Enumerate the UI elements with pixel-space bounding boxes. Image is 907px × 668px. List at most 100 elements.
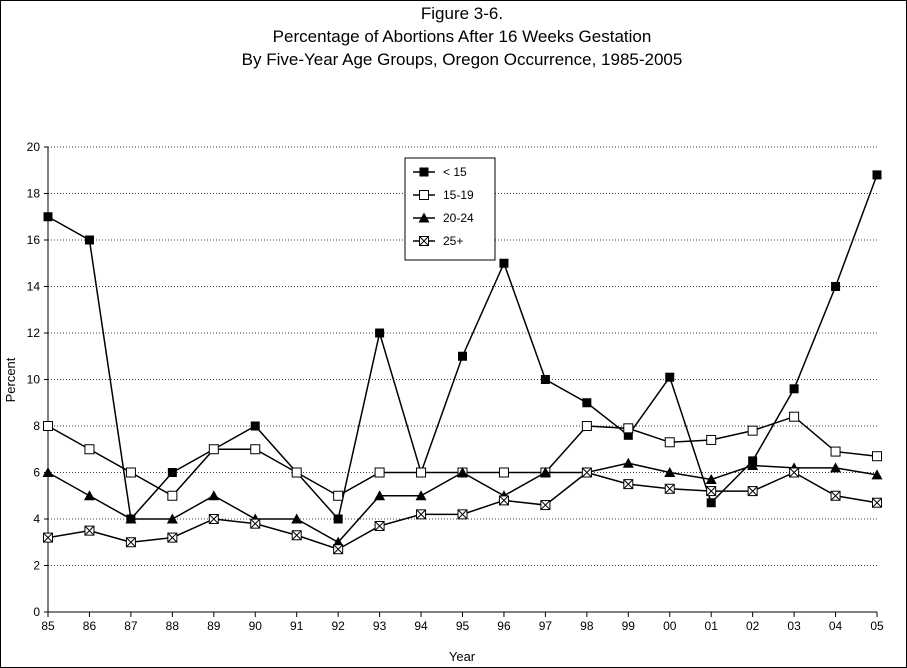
legend-label: < 15	[443, 165, 467, 179]
marker	[789, 411, 800, 422]
marker	[539, 467, 551, 477]
marker-shape	[250, 444, 261, 455]
marker	[706, 434, 717, 445]
marker	[43, 212, 53, 222]
marker-shape	[789, 411, 800, 422]
marker-shape	[872, 497, 882, 508]
marker	[830, 462, 842, 473]
marker	[872, 451, 882, 462]
marker-shape	[84, 525, 95, 536]
marker-shape	[125, 467, 136, 478]
marker	[623, 479, 634, 490]
marker	[418, 212, 430, 223]
marker-shape	[167, 532, 178, 543]
marker	[831, 282, 841, 291]
marker	[665, 372, 675, 382]
x-tick-label: 97	[539, 619, 553, 633]
marker	[291, 513, 303, 524]
marker-shape	[831, 282, 841, 291]
marker-shape	[830, 446, 841, 457]
marker	[540, 500, 551, 511]
x-tick-label: 05	[870, 619, 884, 633]
marker	[250, 421, 260, 431]
marker	[43, 532, 53, 543]
marker	[498, 467, 509, 478]
marker	[167, 468, 177, 477]
marker	[705, 473, 717, 484]
marker-shape	[458, 351, 467, 361]
marker-shape	[126, 537, 136, 548]
y-tick-label: 4	[33, 512, 40, 526]
marker	[291, 467, 302, 478]
x-tick-label: 86	[83, 619, 97, 633]
marker	[125, 537, 136, 548]
y-tick-label: 8	[33, 419, 40, 433]
x-tick-label: 87	[124, 619, 138, 633]
marker-shape	[84, 235, 94, 245]
marker	[419, 167, 429, 177]
marker	[43, 421, 53, 431]
x-tick-label: 96	[497, 619, 511, 633]
marker-shape	[830, 462, 842, 473]
marker	[167, 532, 178, 543]
marker	[830, 490, 841, 501]
marker	[125, 513, 137, 524]
marker-shape	[705, 473, 717, 484]
x-tick-label: 99	[622, 619, 636, 633]
marker	[706, 498, 716, 508]
marker-shape	[415, 490, 427, 501]
marker	[416, 509, 427, 520]
marker-shape	[664, 437, 675, 448]
x-axis-label: Year	[449, 649, 476, 664]
marker	[374, 467, 385, 478]
y-tick-label: 0	[33, 605, 40, 619]
marker	[581, 421, 592, 431]
marker	[872, 170, 882, 180]
y-tick-label: 6	[33, 466, 40, 480]
marker	[458, 351, 467, 361]
y-tick-label: 16	[27, 233, 41, 247]
x-tick-label: 98	[580, 619, 594, 633]
marker-shape	[499, 495, 509, 506]
marker-shape	[457, 509, 468, 520]
marker-shape	[871, 469, 883, 480]
marker-shape	[291, 513, 303, 524]
marker	[747, 425, 758, 436]
marker-shape	[125, 513, 137, 524]
marker-shape	[375, 328, 385, 338]
marker	[872, 497, 882, 508]
y-tick-label: 14	[27, 280, 41, 294]
marker	[83, 490, 95, 501]
marker-shape	[418, 212, 430, 223]
marker	[664, 483, 675, 494]
marker-shape	[622, 457, 634, 468]
marker-shape	[42, 467, 54, 477]
marker-shape	[374, 521, 385, 531]
marker-shape	[789, 467, 799, 478]
marker	[166, 513, 178, 524]
marker-shape	[208, 514, 219, 524]
y-tick-label: 18	[27, 187, 41, 201]
marker	[747, 486, 758, 497]
marker-shape	[419, 190, 429, 200]
marker-shape	[83, 490, 95, 501]
y-axis-label: Percent	[3, 357, 18, 402]
marker	[333, 514, 343, 524]
marker-shape	[291, 530, 302, 541]
marker-shape	[43, 532, 53, 543]
marker-shape	[250, 421, 260, 431]
marker	[84, 525, 95, 536]
x-tick-label: 91	[290, 619, 304, 633]
marker	[125, 467, 136, 478]
legend-label: 15-19	[443, 188, 474, 202]
marker	[623, 423, 634, 434]
marker-shape	[539, 467, 551, 477]
marker-shape	[416, 467, 427, 478]
marker-shape	[623, 430, 633, 440]
marker	[333, 544, 344, 555]
marker	[830, 446, 841, 457]
x-tick-label: 95	[456, 619, 470, 633]
marker	[333, 490, 344, 501]
marker-shape	[747, 460, 759, 471]
x-tick-label: 00	[663, 619, 677, 633]
